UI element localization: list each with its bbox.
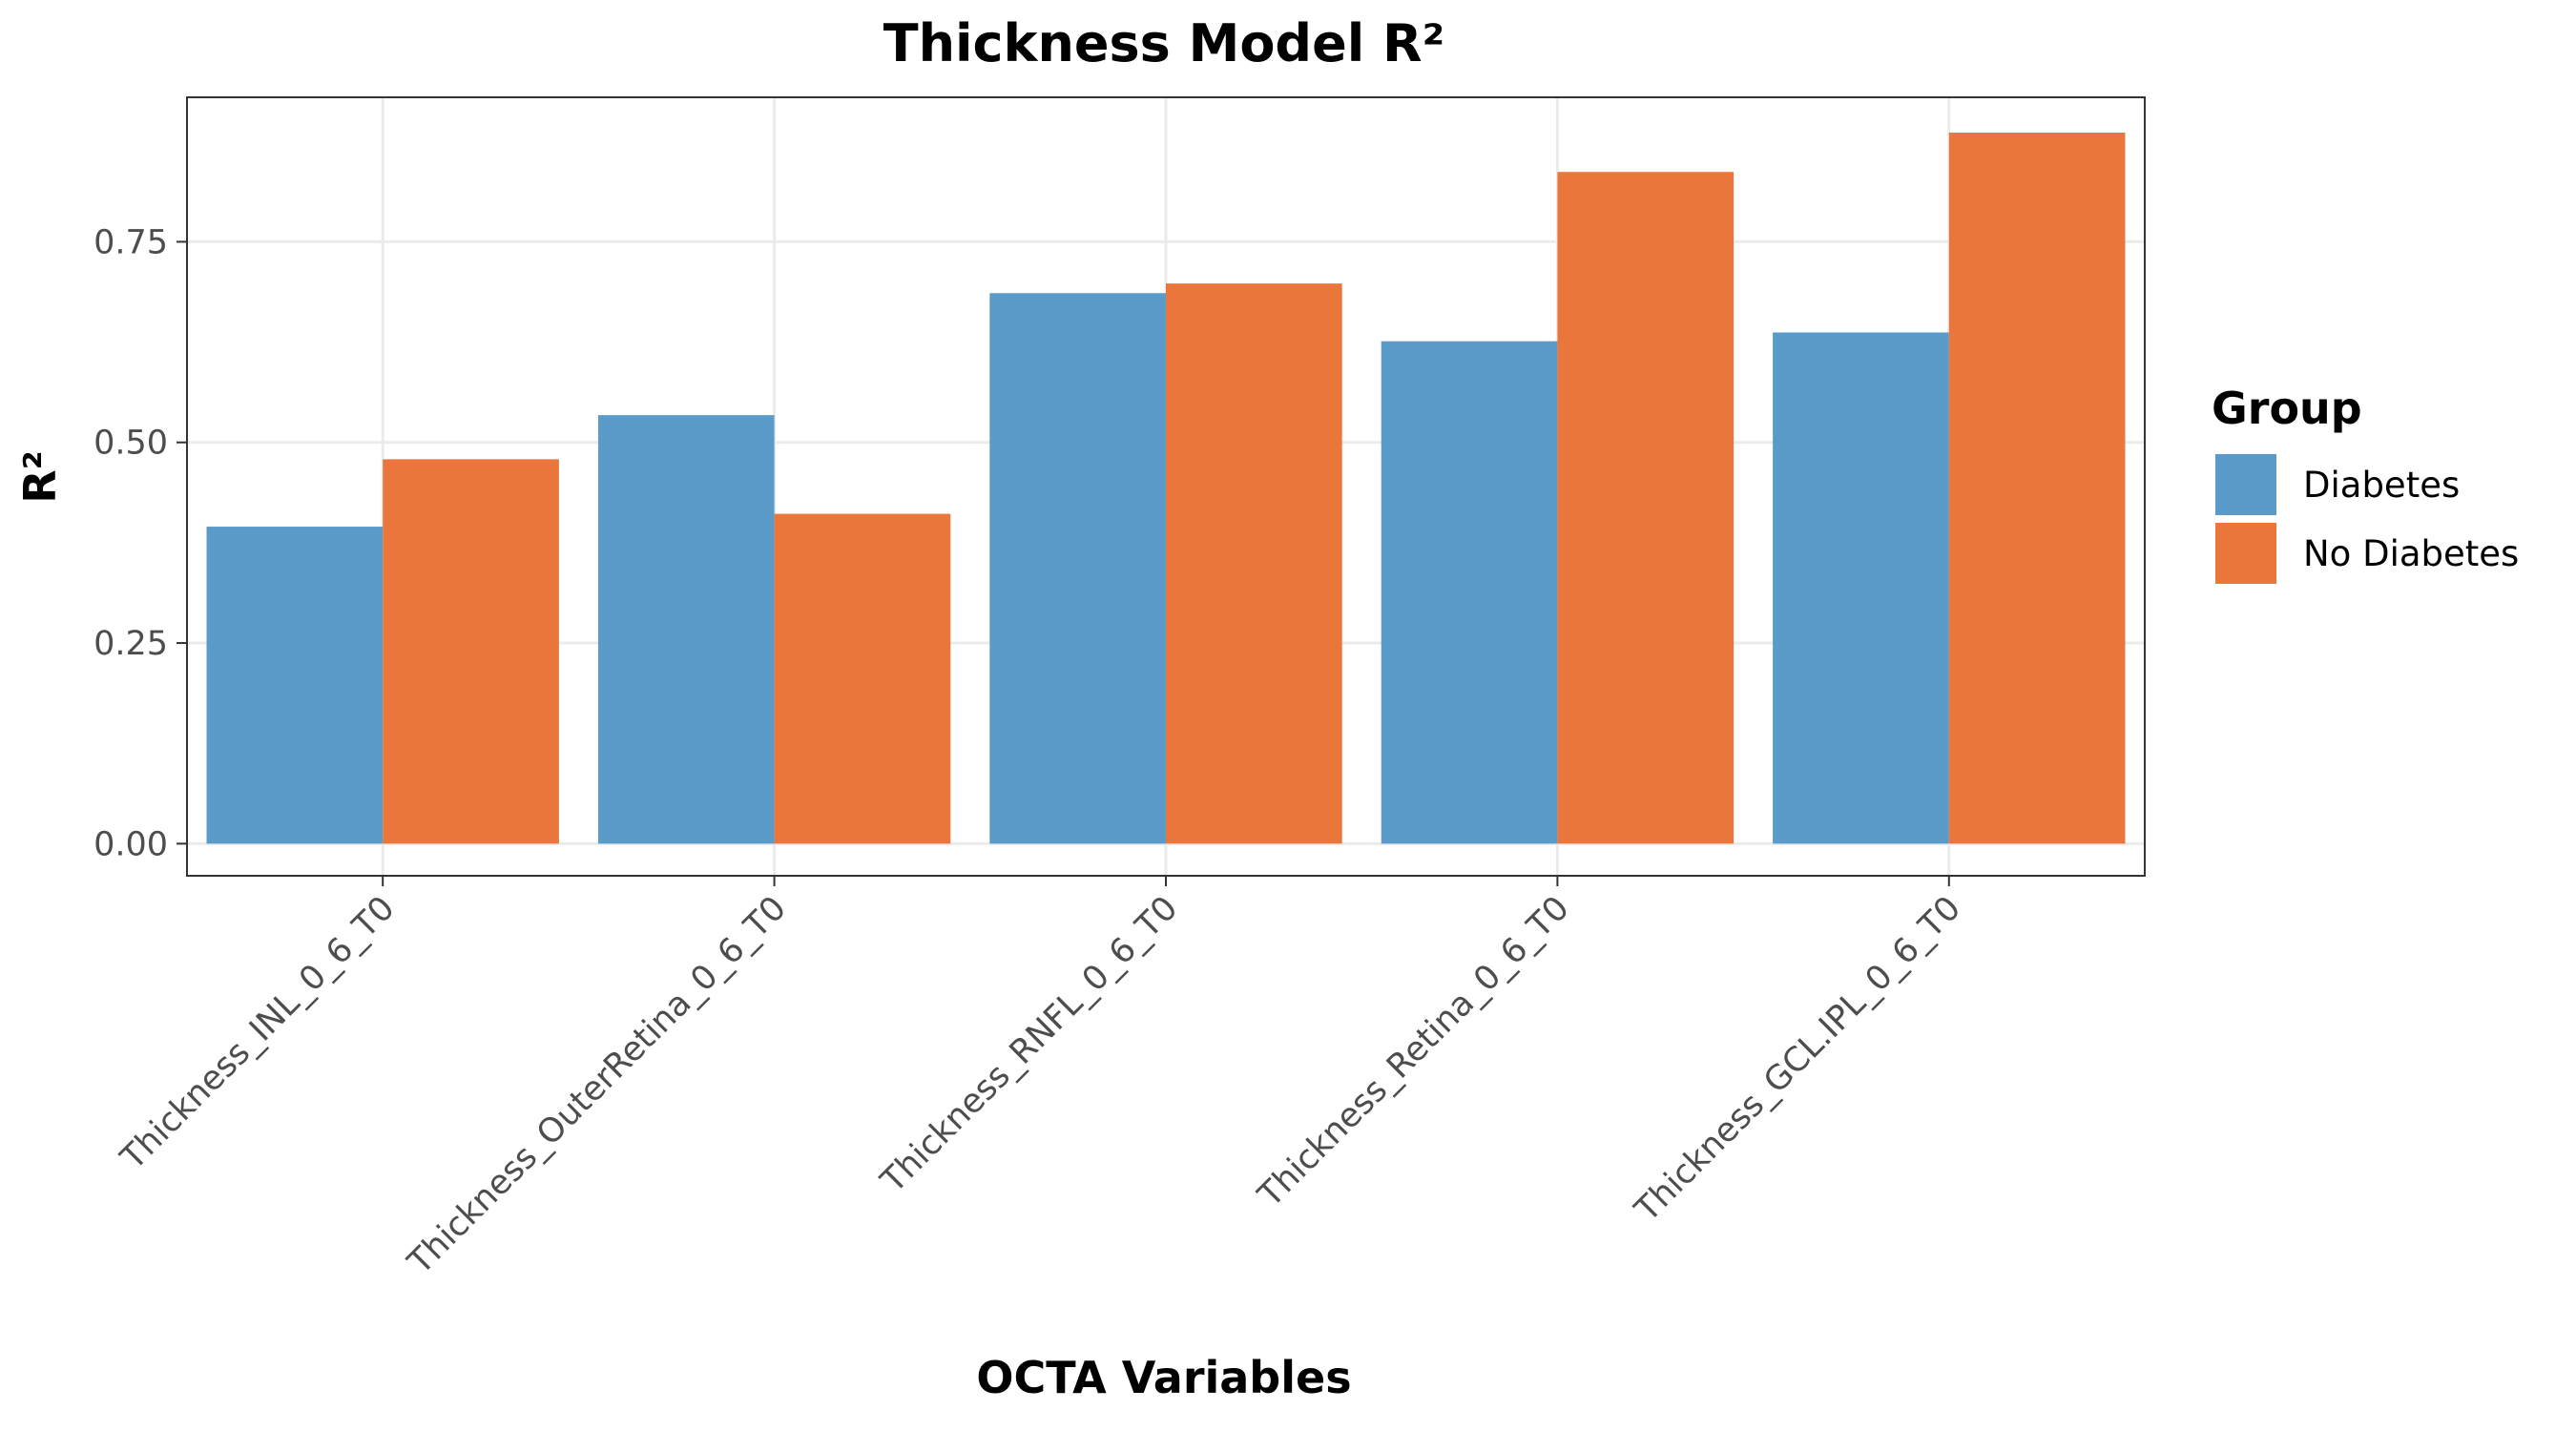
bar-diabetes-5 — [1773, 332, 1949, 844]
y-tick-label: 0.50 — [93, 425, 168, 463]
chart-title: Thickness Model R² — [883, 13, 1445, 73]
bar-no-diabetes-3 — [1166, 283, 1342, 844]
bar-no-diabetes-5 — [1948, 133, 2126, 844]
x-tick-label: Thickness_OuterRetina_0_6_T0 — [401, 889, 794, 1282]
bar-diabetes-1 — [206, 527, 384, 844]
bar-no-diabetes-4 — [1557, 172, 1735, 844]
legend-key-diabetes — [2215, 454, 2276, 515]
legend-title: Group — [2212, 383, 2362, 434]
y-tick-label: 0.25 — [93, 625, 168, 663]
x-tick-label: Thickness_GCL.IPL_0_6_T0 — [1628, 889, 1968, 1230]
bar-diabetes-3 — [989, 293, 1166, 844]
x-tick-label: Thickness_RNFL_0_6_T0 — [873, 889, 1185, 1201]
y-axis-ticks: 0.00 0.25 0.50 0.75 — [93, 223, 187, 863]
legend: Group Diabetes No Diabetes — [2212, 383, 2519, 584]
y-tick-label: 0.00 — [93, 825, 168, 863]
y-axis-title: R² — [14, 450, 66, 504]
bar-no-diabetes-2 — [774, 513, 951, 844]
x-axis-ticks: Thickness_INL_0_6_T0Thickness_OuterRetin… — [114, 876, 1968, 1282]
legend-key-no-diabetes — [2215, 523, 2276, 584]
bar-diabetes-2 — [597, 415, 775, 844]
y-tick-label: 0.75 — [93, 223, 168, 261]
legend-label: Diabetes — [2303, 465, 2460, 506]
x-axis-title: OCTA Variables — [976, 1352, 1351, 1403]
legend-label: No Diabetes — [2303, 533, 2519, 574]
bar-layer — [206, 133, 2126, 844]
x-tick-label: Thickness_Retina_0_6_T0 — [1251, 889, 1577, 1215]
bar-no-diabetes-1 — [383, 459, 559, 844]
x-tick-label: Thickness_INL_0_6_T0 — [114, 889, 403, 1178]
bar-diabetes-4 — [1381, 341, 1558, 844]
